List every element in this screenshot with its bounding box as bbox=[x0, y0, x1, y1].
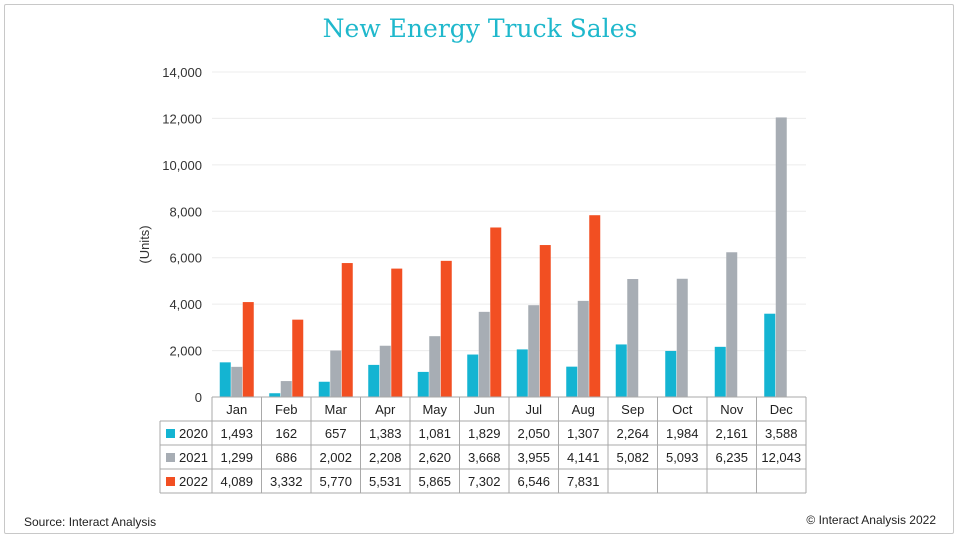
y-tick-label: 6,000 bbox=[169, 251, 202, 266]
y-tick-label: 14,000 bbox=[162, 65, 202, 80]
y-tick-label: 4,000 bbox=[169, 297, 202, 312]
data-label: 6,235 bbox=[715, 450, 748, 465]
x-tick-label: Apr bbox=[375, 402, 396, 417]
data-label: 2,002 bbox=[319, 450, 352, 465]
data-label: 2,208 bbox=[369, 450, 402, 465]
bar-2021-Mar bbox=[330, 350, 342, 397]
data-label: 5,093 bbox=[666, 450, 699, 465]
bar-2022-Feb bbox=[292, 319, 304, 397]
bar-2020-Nov bbox=[714, 346, 726, 397]
bar-2020-Jan bbox=[219, 362, 231, 397]
bar-2022-Jul bbox=[539, 245, 551, 397]
bar-2020-Jul bbox=[516, 349, 528, 397]
bar-2021-Jun bbox=[478, 311, 490, 397]
y-tick-label: 12,000 bbox=[162, 111, 202, 126]
bar-2022-May bbox=[440, 260, 452, 397]
data-label: 3,332 bbox=[270, 474, 303, 489]
legend-key-2021 bbox=[166, 453, 175, 462]
bar-2021-Dec bbox=[775, 117, 787, 397]
data-label: 3,955 bbox=[517, 450, 550, 465]
bar-2020-Apr bbox=[368, 364, 380, 397]
x-tick-label: Sep bbox=[621, 402, 644, 417]
data-label: 1,299 bbox=[220, 450, 253, 465]
data-label: 1,383 bbox=[369, 426, 402, 441]
x-tick-label: May bbox=[422, 402, 447, 417]
page-frame bbox=[4, 4, 954, 534]
data-label: 1,984 bbox=[666, 426, 699, 441]
data-label: 12,043 bbox=[761, 450, 801, 465]
x-tick-label: Oct bbox=[672, 402, 693, 417]
bar-2021-Apr bbox=[379, 345, 391, 397]
bar-2021-Aug bbox=[577, 300, 589, 397]
data-label: 3,588 bbox=[765, 426, 798, 441]
data-label: 7,302 bbox=[468, 474, 501, 489]
bar-2020-Feb bbox=[269, 393, 281, 397]
data-label: 2,620 bbox=[418, 450, 451, 465]
bar-2021-May bbox=[429, 336, 441, 397]
bar-2020-Sep bbox=[615, 344, 627, 397]
source-note: Source: Interact Analysis bbox=[24, 515, 157, 529]
data-label: 2,161 bbox=[715, 426, 748, 441]
data-label: 4,141 bbox=[567, 450, 600, 465]
x-tick-label: Dec bbox=[770, 402, 794, 417]
y-tick-label: 8,000 bbox=[169, 204, 202, 219]
data-label: 1,829 bbox=[468, 426, 501, 441]
data-label: 5,865 bbox=[418, 474, 451, 489]
bar-2021-Feb bbox=[280, 381, 292, 397]
bar-2020-Aug bbox=[566, 366, 578, 397]
bar-2021-Jan bbox=[231, 366, 243, 397]
y-axis-label: (Units) bbox=[137, 225, 152, 263]
x-tick-label: Jul bbox=[525, 402, 542, 417]
bar-2021-Sep bbox=[627, 279, 639, 397]
data-label: 657 bbox=[325, 426, 347, 441]
data-label: 686 bbox=[275, 450, 297, 465]
y-tick-label: 2,000 bbox=[169, 344, 202, 359]
data-label: 2,264 bbox=[616, 426, 649, 441]
x-tick-label: Aug bbox=[572, 402, 595, 417]
legend-label: 2022 bbox=[179, 474, 208, 489]
bar-2021-Nov bbox=[726, 252, 738, 397]
bar-2022-Mar bbox=[341, 263, 353, 397]
y-tick-label: 0 bbox=[195, 390, 202, 405]
data-label: 7,831 bbox=[567, 474, 600, 489]
bar-2020-May bbox=[417, 371, 429, 397]
x-tick-label: Nov bbox=[720, 402, 744, 417]
data-label: 5,531 bbox=[369, 474, 402, 489]
x-tick-label: Mar bbox=[325, 402, 348, 417]
legend-key-2022 bbox=[166, 477, 175, 486]
legend-key-2020 bbox=[166, 429, 175, 438]
data-label: 1,307 bbox=[567, 426, 600, 441]
data-label: 4,089 bbox=[220, 474, 253, 489]
bar-2020-Dec bbox=[764, 313, 776, 397]
bar-2020-Mar bbox=[318, 381, 330, 397]
bar-2022-Aug bbox=[589, 215, 601, 397]
legend-label: 2021 bbox=[179, 450, 208, 465]
x-tick-label: Jun bbox=[474, 402, 495, 417]
bar-2022-Apr bbox=[391, 268, 403, 397]
chart-title: New Energy Truck Sales bbox=[322, 14, 638, 43]
data-label: 6,546 bbox=[517, 474, 550, 489]
bar-2020-Jun bbox=[467, 354, 479, 397]
data-label: 2,050 bbox=[517, 426, 550, 441]
bar-2022-Jan bbox=[242, 302, 254, 397]
bar-2021-Jul bbox=[528, 305, 540, 397]
y-tick-label: 10,000 bbox=[162, 158, 202, 173]
bar-2021-Oct bbox=[676, 278, 688, 397]
bar-2020-Oct bbox=[665, 350, 677, 397]
bar-2022-Jun bbox=[490, 227, 502, 397]
data-label: 162 bbox=[275, 426, 297, 441]
x-tick-label: Feb bbox=[275, 402, 297, 417]
x-tick-label: Jan bbox=[226, 402, 247, 417]
legend-label: 2020 bbox=[179, 426, 208, 441]
data-label: 5,770 bbox=[319, 474, 352, 489]
data-label: 1,493 bbox=[220, 426, 253, 441]
data-label: 1,081 bbox=[418, 426, 451, 441]
data-label: 3,668 bbox=[468, 450, 501, 465]
data-label: 5,082 bbox=[616, 450, 649, 465]
copyright-note: © Interact Analysis 2022 bbox=[806, 513, 936, 527]
